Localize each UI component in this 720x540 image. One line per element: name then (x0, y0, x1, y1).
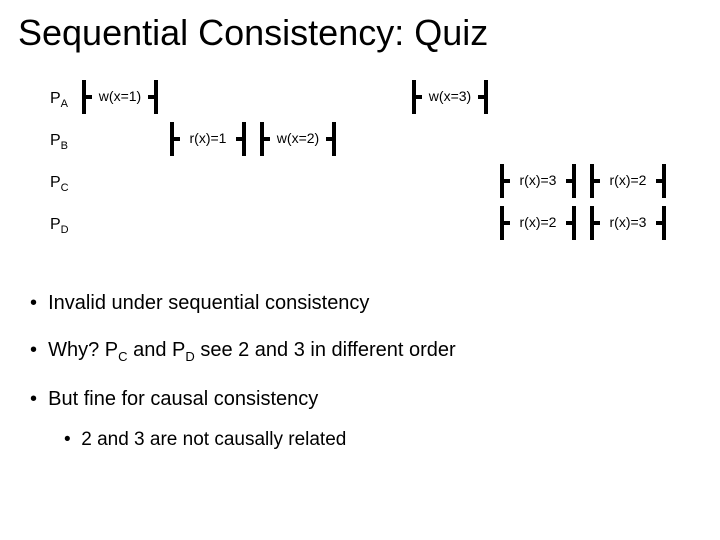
bracket-left-icon (590, 206, 600, 240)
bullet-2-post: see 2 and 3 in different order (195, 339, 456, 361)
event-label: r(x)=3 (514, 172, 562, 188)
bullet-2-pre: Why? P (48, 339, 118, 361)
bullet-3-text: But fine for causal consistency (48, 388, 318, 410)
slide-title: Sequential Consistency: Quiz (18, 12, 488, 54)
bullet-1-text: Invalid under sequential consistency (48, 292, 369, 314)
event-label: r(x)=2 (514, 214, 562, 230)
process-row-a: PA w(x=1) w(x=3) (50, 80, 700, 122)
process-label-c: PC (50, 174, 69, 194)
bracket-left-icon (170, 122, 180, 156)
bullet-2-mid: and P (128, 339, 186, 361)
process-sub-a: A (61, 98, 68, 110)
process-sub-b: B (61, 140, 68, 152)
bracket-right-icon (566, 206, 576, 240)
timeline-diagram: PA w(x=1) w(x=3) PB r(x)=1 w(x=2) PC r(x (50, 80, 700, 248)
process-label-a: PA (50, 90, 68, 110)
sub-bullet-3a-text: 2 and 3 are not causally related (81, 429, 346, 450)
bullet-2: • Why? PC and PD see 2 and 3 in differen… (30, 337, 670, 366)
bracket-right-icon (656, 206, 666, 240)
event-pc-r2: r(x)=2 (590, 164, 666, 198)
bracket-right-icon (566, 164, 576, 198)
event-label: w(x=2) (274, 130, 322, 146)
event-label: w(x=1) (96, 88, 144, 104)
process-label-d: PD (50, 216, 69, 236)
bullet-3: • But fine for causal consistency • 2 an… (30, 386, 670, 453)
process-row-b: PB r(x)=1 w(x=2) (50, 122, 700, 164)
bracket-left-icon (82, 80, 92, 114)
bracket-right-icon (656, 164, 666, 198)
process-sub-d: D (61, 224, 69, 236)
event-pa-w3: w(x=3) (412, 80, 488, 114)
bullet-1: • Invalid under sequential consistency (30, 290, 670, 317)
bullet-list: • Invalid under sequential consistency •… (30, 290, 670, 472)
bracket-left-icon (590, 164, 600, 198)
bracket-right-icon (148, 80, 158, 114)
process-row-d: PD r(x)=2 r(x)=3 (50, 206, 700, 248)
event-pd-r3: r(x)=3 (590, 206, 666, 240)
bracket-left-icon (412, 80, 422, 114)
bracket-right-icon (236, 122, 246, 156)
bullet-2-sub-d: D (185, 349, 194, 364)
event-label: r(x)=1 (184, 130, 232, 146)
event-pb-w2: w(x=2) (260, 122, 336, 156)
process-label-b: PB (50, 132, 68, 152)
event-label: r(x)=3 (604, 214, 652, 230)
sub-bullet-3a: • 2 and 3 are not causally related (64, 427, 670, 453)
bracket-right-icon (326, 122, 336, 156)
event-pa-w1: w(x=1) (82, 80, 158, 114)
event-label: r(x)=2 (604, 172, 652, 188)
bracket-left-icon (500, 164, 510, 198)
event-pc-r3: r(x)=3 (500, 164, 576, 198)
event-label: w(x=3) (426, 88, 474, 104)
process-row-c: PC r(x)=3 r(x)=2 (50, 164, 700, 206)
bracket-left-icon (260, 122, 270, 156)
event-pd-r2: r(x)=2 (500, 206, 576, 240)
bracket-right-icon (478, 80, 488, 114)
bracket-left-icon (500, 206, 510, 240)
event-pb-r1: r(x)=1 (170, 122, 246, 156)
process-sub-c: C (61, 182, 69, 194)
bullet-2-sub-c: C (118, 349, 127, 364)
